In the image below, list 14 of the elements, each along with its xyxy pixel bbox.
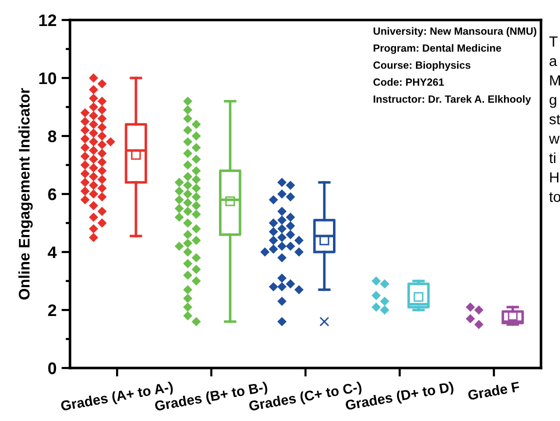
y-tick-label: 0	[48, 362, 56, 374]
y-axis-title: Online Engagement Indicator	[18, 88, 33, 300]
y-tick-label: 8	[48, 130, 56, 142]
annotation: Course: Biophysics	[373, 61, 470, 71]
annotation: Code: PHY261	[373, 78, 444, 86]
annotation: University: New Mansoura (NMU)	[374, 27, 536, 37]
y-tick-label: 4	[48, 246, 57, 258]
y-tick-label: 10	[39, 72, 56, 84]
annotation: Program: Dental Medicine	[374, 44, 502, 54]
y-tick-label: 6	[48, 188, 56, 200]
y-tick-label: 12	[39, 14, 56, 26]
annotation: Instructor: Dr. Tarek A. Elkhooly	[374, 95, 531, 105]
x-tick-label: Grade F	[467, 381, 520, 400]
y-tick-label: 2	[48, 304, 56, 316]
